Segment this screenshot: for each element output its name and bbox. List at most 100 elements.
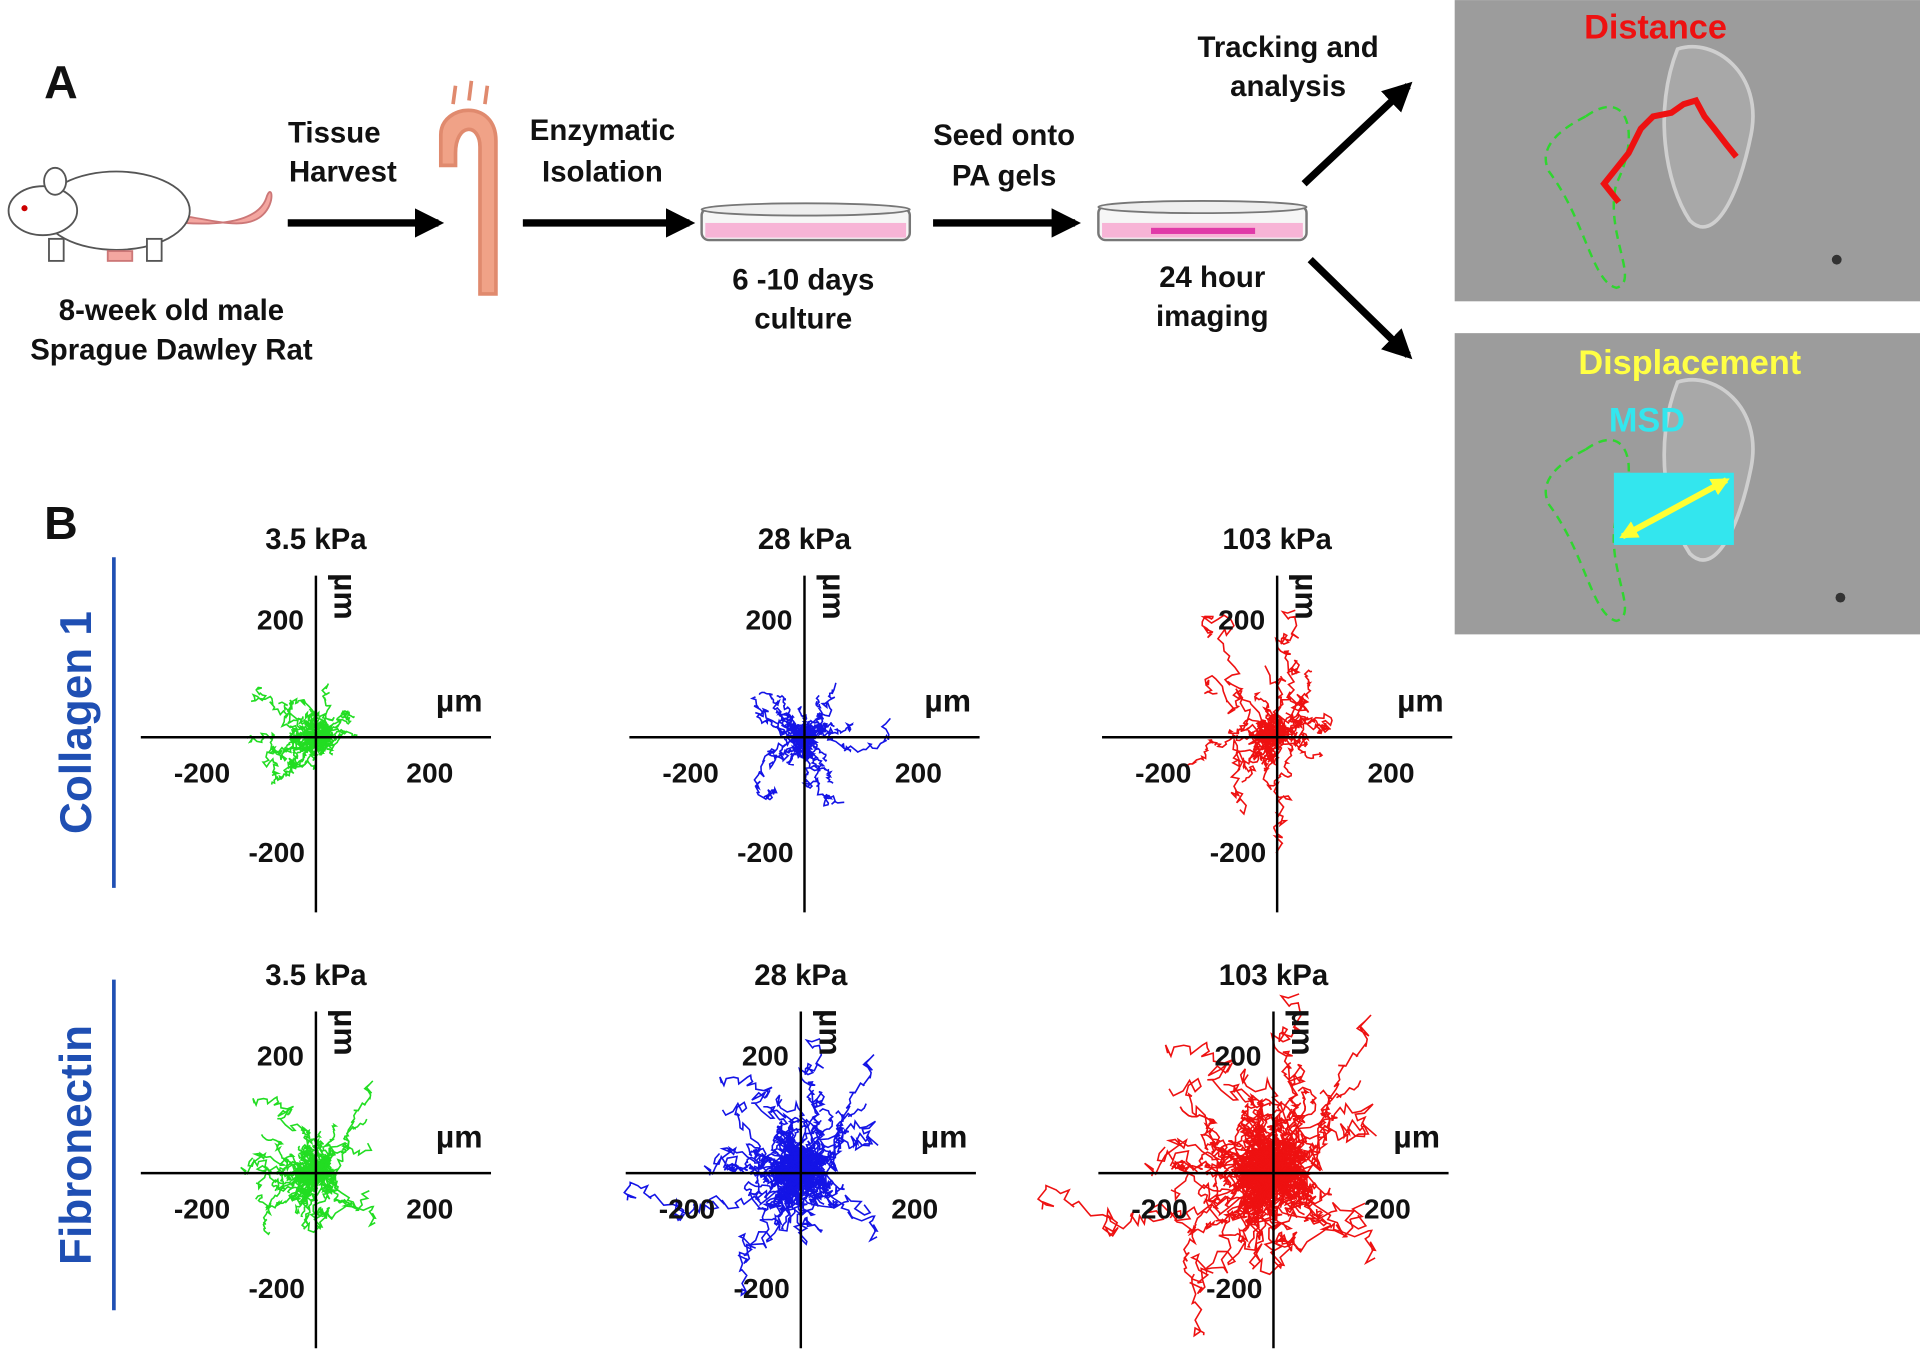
track [748, 1162, 805, 1186]
track [1273, 1122, 1301, 1174]
rat-illustration [7, 166, 273, 262]
track [315, 1172, 355, 1208]
x-tick-label: -200 [174, 758, 230, 789]
track [743, 1169, 801, 1197]
x-tick-label: 200 [891, 1194, 938, 1225]
track [785, 721, 809, 738]
arrow [1307, 257, 1413, 360]
track [788, 736, 809, 766]
dish-label: 24 hour [1159, 261, 1265, 294]
track [1252, 736, 1278, 772]
track [282, 736, 317, 777]
axis-unit: µm [327, 573, 363, 620]
track-plots: Collagen 1 3.5 kPa µm µm -200 200 200 -200 28 kP… [52, 523, 1453, 1349]
x-tick-label: 200 [895, 758, 942, 789]
plot-title: 103 kPa [1219, 959, 1329, 992]
y-tick-label: 200 [257, 605, 304, 636]
track [1036, 1165, 1290, 1238]
track [1275, 712, 1310, 739]
track [296, 1159, 337, 1191]
track [1273, 736, 1294, 785]
axis-unit: µm [816, 573, 852, 620]
track [1229, 733, 1281, 816]
y-tick-label: -200 [1206, 1273, 1262, 1304]
rat-label: Sprague Dawley Rat [30, 333, 313, 366]
track [803, 722, 854, 743]
track [1238, 1172, 1275, 1219]
micrograph [1454, 333, 1920, 635]
x-tick-label: 200 [1364, 1194, 1411, 1225]
image-label: Distance [1584, 9, 1727, 47]
track [753, 731, 810, 801]
track [778, 734, 805, 755]
y-tick-label: -200 [737, 837, 793, 868]
x-tick-label: 200 [1368, 758, 1415, 789]
culture-dish [700, 202, 912, 242]
track [722, 1156, 801, 1176]
track [1266, 1113, 1288, 1175]
step-label: Seed onto [933, 119, 1075, 152]
aorta [438, 80, 498, 296]
panel-label: A [44, 56, 78, 108]
y-tick-label: -200 [249, 1273, 305, 1304]
track [737, 1172, 802, 1265]
step-label: Isolation [542, 156, 663, 189]
track [299, 1172, 370, 1234]
track [1186, 729, 1280, 767]
axis-unit: µm [1397, 682, 1444, 718]
track [1265, 1121, 1370, 1192]
track [262, 1166, 319, 1236]
track [801, 733, 845, 807]
dish-label: culture [754, 303, 852, 336]
axis-unit: µm [436, 1118, 483, 1154]
track [1261, 609, 1301, 738]
plot-title: 3.5 kPa [265, 523, 367, 556]
step-label: Tissue [288, 117, 381, 150]
track [278, 701, 322, 738]
x-tick-label: -200 [1135, 758, 1191, 789]
track [784, 1118, 809, 1174]
track [749, 696, 807, 740]
axis-unit: µm [327, 1009, 363, 1056]
x-tick-label: -200 [174, 1194, 230, 1225]
track [1216, 1155, 1274, 1177]
y-tick-label: 200 [745, 605, 792, 636]
axis-unit: µm [436, 682, 483, 718]
track [1189, 1172, 1275, 1295]
step-label: Harvest [289, 156, 397, 189]
track [261, 731, 317, 778]
image-label: MSD [1609, 402, 1685, 440]
micrograph [1454, 0, 1920, 302]
track [300, 1127, 332, 1179]
y-tick-label: 200 [257, 1040, 304, 1071]
plot-title: 3.5 kPa [265, 959, 367, 992]
plot-title: 28 kPa [754, 959, 848, 992]
axis-unit: µm [1289, 573, 1325, 620]
track [312, 731, 343, 751]
axis-unit: µm [921, 1118, 968, 1154]
y-tick-label: -200 [1210, 837, 1266, 868]
step-label: analysis [1230, 70, 1346, 103]
track [783, 1172, 801, 1219]
x-tick-label: -200 [659, 1194, 715, 1225]
image-label: Displacement [1578, 344, 1801, 382]
step-label: Tracking and [1198, 31, 1379, 64]
track [794, 1134, 874, 1188]
dish-label: 6 -10 days [732, 263, 874, 296]
track [1200, 614, 1285, 752]
track [623, 1167, 813, 1222]
track [1179, 1106, 1275, 1178]
x-tick-label: -200 [1131, 1194, 1187, 1225]
row-label: Fibronectin [52, 1025, 101, 1265]
y-tick-label: 200 [742, 1040, 789, 1071]
track [719, 1073, 802, 1178]
track [800, 1145, 819, 1175]
x-tick-label: 200 [406, 758, 453, 789]
track [1264, 665, 1298, 744]
row-label: Collagen 1 [52, 611, 101, 834]
imaging-dish [1097, 199, 1308, 242]
x-tick-label: -200 [662, 758, 718, 789]
arrow [1301, 81, 1413, 187]
